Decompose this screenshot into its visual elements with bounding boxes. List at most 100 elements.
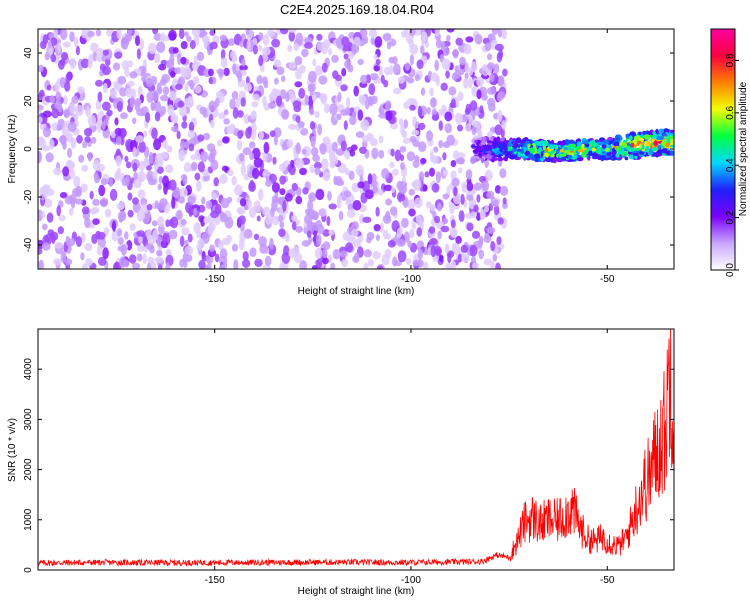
- signal-blob: [626, 145, 631, 150]
- noise-blob: [287, 29, 297, 33]
- noise-blob: [167, 104, 174, 115]
- noise-blob: [187, 95, 193, 107]
- signal-blob: [478, 152, 483, 157]
- noise-blob: [279, 221, 285, 229]
- noise-blob: [298, 121, 305, 128]
- noise-blob: [407, 199, 416, 210]
- noise-blob: [378, 135, 384, 144]
- noise-blob: [409, 104, 416, 111]
- noise-blob: [431, 155, 439, 164]
- noise-blob: [136, 209, 145, 222]
- signal-blob: [511, 147, 518, 152]
- noise-blob: [77, 86, 85, 94]
- signal-blob: [634, 147, 641, 151]
- noise-blob: [335, 74, 342, 82]
- noise-blob: [203, 216, 209, 224]
- noise-blob: [412, 259, 422, 267]
- noise-blob: [159, 32, 166, 43]
- noise-blob: [461, 183, 468, 193]
- noise-blob: [153, 163, 159, 171]
- noise-blob: [438, 120, 443, 131]
- noise-blob: [335, 37, 344, 49]
- colorbar-tick-label: 0.6: [725, 105, 736, 119]
- noise-blob: [340, 140, 347, 152]
- noise-blob: [429, 238, 438, 245]
- noise-blob: [487, 53, 493, 61]
- noise-blob: [214, 253, 220, 263]
- signal-blob: [484, 145, 492, 151]
- noise-blob: [469, 100, 478, 111]
- noise-blob: [73, 37, 79, 47]
- noise-blob: [279, 163, 287, 172]
- noise-blob: [481, 93, 488, 101]
- noise-blob: [154, 256, 164, 264]
- noise-blob: [416, 227, 423, 237]
- noise-blob: [67, 121, 77, 133]
- noise-blob: [501, 29, 507, 40]
- noise-blob: [239, 64, 248, 71]
- heatmap-cells: [38, 29, 674, 269]
- noise-blob: [287, 164, 293, 173]
- noise-blob: [494, 124, 503, 136]
- noise-blob: [464, 107, 471, 115]
- noise-blob: [216, 68, 225, 75]
- signal-blob: [597, 141, 604, 145]
- noise-blob: [314, 111, 320, 119]
- noise-blob: [170, 216, 179, 229]
- noise-blob: [92, 218, 100, 226]
- noise-blob: [187, 130, 195, 139]
- noise-blob: [95, 29, 102, 37]
- noise-blob: [457, 91, 464, 102]
- noise-blob: [219, 34, 227, 41]
- noise-blob: [138, 140, 146, 153]
- noise-blob: [367, 96, 374, 107]
- signal-blob: [670, 150, 674, 156]
- noise-blob: [54, 81, 60, 93]
- noise-blob: [294, 81, 303, 88]
- noise-blob: [156, 250, 163, 257]
- signal-blob: [527, 153, 535, 159]
- noise-blob: [371, 147, 379, 160]
- noise-blob: [466, 194, 474, 201]
- noise-blob: [145, 112, 151, 123]
- noise-blob: [265, 214, 273, 226]
- signal-blob: [542, 140, 549, 147]
- noise-blob: [168, 179, 177, 191]
- signal-blob: [480, 140, 487, 145]
- noise-blob: [120, 37, 127, 50]
- noise-blob: [341, 258, 349, 268]
- noise-blob: [180, 40, 188, 50]
- noise-blob: [437, 230, 442, 240]
- noise-blob: [381, 254, 390, 266]
- noise-blob: [171, 196, 176, 209]
- noise-blob: [495, 262, 501, 269]
- noise-blob: [389, 161, 395, 168]
- signal-blob: [576, 141, 583, 147]
- noise-blob: [276, 66, 285, 76]
- noise-blob: [145, 77, 153, 88]
- noise-blob: [69, 102, 76, 114]
- noise-blob: [392, 87, 402, 95]
- noise-blob: [87, 152, 92, 162]
- noise-blob: [104, 208, 112, 218]
- noise-blob: [115, 155, 122, 167]
- snr-y-axis: 0 1000 2000 3000 4000: [23, 358, 674, 573]
- noise-blob: [134, 98, 142, 107]
- noise-blob: [373, 65, 381, 72]
- noise-blob: [208, 77, 213, 85]
- noise-blob: [90, 136, 97, 144]
- noise-blob: [253, 233, 260, 240]
- noise-blob: [326, 216, 331, 226]
- noise-blob: [119, 256, 127, 269]
- signal-blob: [587, 155, 591, 161]
- noise-blob: [479, 209, 486, 220]
- y-tick-label: 1000: [23, 508, 34, 531]
- noise-blob: [236, 207, 243, 215]
- noise-blob: [492, 253, 498, 262]
- noise-blob: [237, 110, 244, 118]
- noise-blob: [151, 127, 158, 140]
- noise-blob: [431, 114, 439, 121]
- noise-blob: [56, 123, 62, 131]
- noise-blob: [125, 161, 132, 169]
